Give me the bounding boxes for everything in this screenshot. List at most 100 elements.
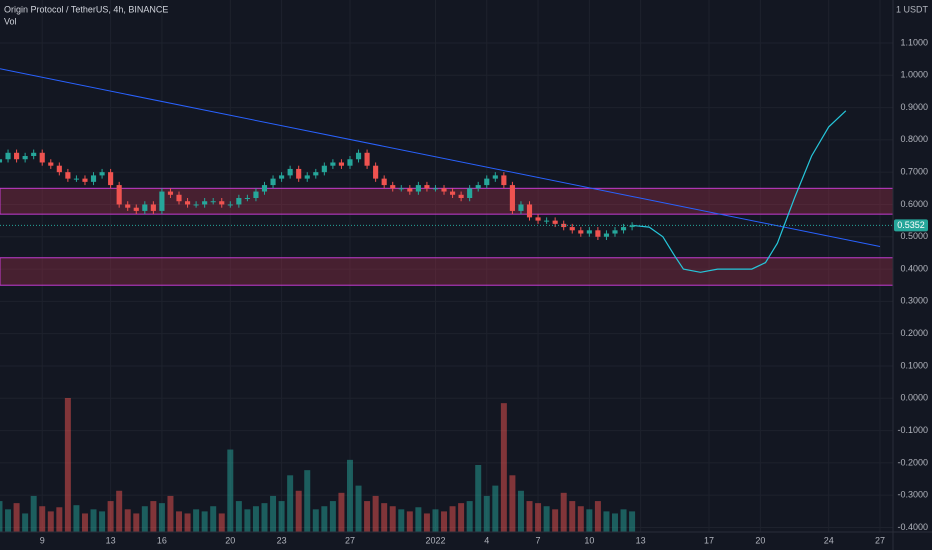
y-tick-label: 0.3000: [900, 296, 928, 306]
candle-body: [321, 165, 327, 173]
volume-bar: [90, 509, 97, 532]
zone: [0, 187, 894, 215]
candle-body: [125, 204, 131, 208]
volume-bar: [107, 501, 114, 532]
y-tick-label: -0.4000: [897, 522, 928, 532]
volume-bar: [73, 505, 80, 532]
volume-bar: [389, 506, 396, 532]
y-tick-label: 1.0000: [900, 70, 928, 80]
candle-body: [561, 223, 567, 228]
volume-bar: [338, 492, 345, 532]
volume-bar: [355, 485, 362, 532]
candle-body: [603, 233, 610, 237]
volume-bar: [167, 495, 174, 532]
volume-bar: [509, 475, 516, 532]
candle-body: [355, 152, 362, 160]
volume-bar: [141, 506, 148, 532]
candle-body: [390, 185, 396, 189]
candle-body: [82, 178, 88, 182]
volume-bar: [432, 509, 439, 532]
volume-bar: [244, 509, 251, 532]
volume-bar: [406, 511, 413, 532]
volume-bar: [184, 513, 191, 532]
volume-bar: [218, 513, 225, 532]
candle-body: [0, 159, 3, 163]
volume-bar: [158, 503, 165, 532]
volume-bar: [629, 511, 636, 532]
volume-bar: [329, 501, 336, 532]
volume-bar: [235, 501, 242, 532]
candle-body: [48, 162, 54, 166]
candle-body: [518, 204, 524, 211]
volume-bar: [594, 501, 601, 532]
candle-body: [244, 198, 250, 200]
y-tick-label: 0.8000: [900, 134, 928, 144]
y-tick-label: 0.4000: [900, 263, 928, 273]
candle-body: [569, 227, 575, 231]
candle-body: [407, 188, 413, 192]
candle-body: [193, 204, 199, 206]
volume-bar: [270, 495, 277, 532]
volume-bar: [176, 511, 183, 532]
candle-body: [629, 225, 635, 228]
volume-bar: [560, 492, 567, 532]
candle-body: [31, 152, 37, 157]
candle-body: [73, 178, 79, 180]
y-tick-label: 0.6000: [900, 199, 928, 209]
volume-bar: [133, 513, 140, 532]
candle-body: [90, 175, 97, 182]
candle-body: [578, 230, 584, 234]
x-tick-label: 13: [636, 535, 646, 545]
x-tick-label: 20: [225, 535, 235, 545]
volume-bar: [398, 509, 405, 532]
candle-body: [296, 168, 302, 179]
drawings: [0, 68, 894, 286]
volume-bar: [22, 513, 29, 532]
candle-body: [219, 201, 225, 205]
volume-bar: [475, 465, 482, 532]
candle-body: [330, 162, 336, 166]
volume-bar: [116, 490, 123, 532]
candle-body: [544, 220, 550, 222]
candle-body: [364, 152, 370, 166]
volume-bar: [603, 511, 610, 532]
candle-body: [210, 201, 216, 203]
volume-bar: [47, 511, 54, 532]
candle-body: [287, 168, 293, 176]
volume-bar: [278, 501, 285, 532]
volume-bar: [612, 513, 618, 532]
trendline: [0, 68, 881, 247]
volume-bar: [124, 509, 131, 532]
candle-body: [535, 217, 541, 221]
candle-body: [492, 175, 498, 179]
last-price-badge: [894, 219, 928, 232]
x-tick-label: 7: [536, 535, 541, 545]
x-tick-label: 20: [755, 535, 765, 545]
candle-body: [65, 172, 71, 179]
candle-body: [133, 207, 139, 211]
candle-body: [116, 185, 122, 205]
volume-bar: [261, 503, 268, 532]
volume-bar: [13, 503, 20, 532]
y-tick-label: 0.2000: [900, 328, 928, 338]
candle-body: [304, 175, 310, 179]
currency-label: 1 USDT: [896, 4, 929, 14]
volume-bar: [483, 495, 490, 532]
candle-body: [184, 201, 191, 205]
x-tick-label: 13: [106, 535, 116, 545]
candle-body: [39, 152, 45, 163]
candle-body: [467, 188, 473, 199]
volume-label: Vol: [4, 16, 17, 26]
candle-body: [441, 188, 447, 192]
x-tick-label: 17: [704, 535, 714, 545]
volume-bar: [99, 511, 106, 532]
candle-body: [424, 185, 430, 189]
candle-body: [202, 201, 208, 205]
candle-body: [270, 178, 276, 186]
candle-body: [313, 172, 319, 176]
candle-body: [253, 191, 259, 199]
grid: [0, 0, 893, 532]
y-tick-label: -0.3000: [897, 490, 928, 500]
volume-bar: [30, 495, 37, 532]
